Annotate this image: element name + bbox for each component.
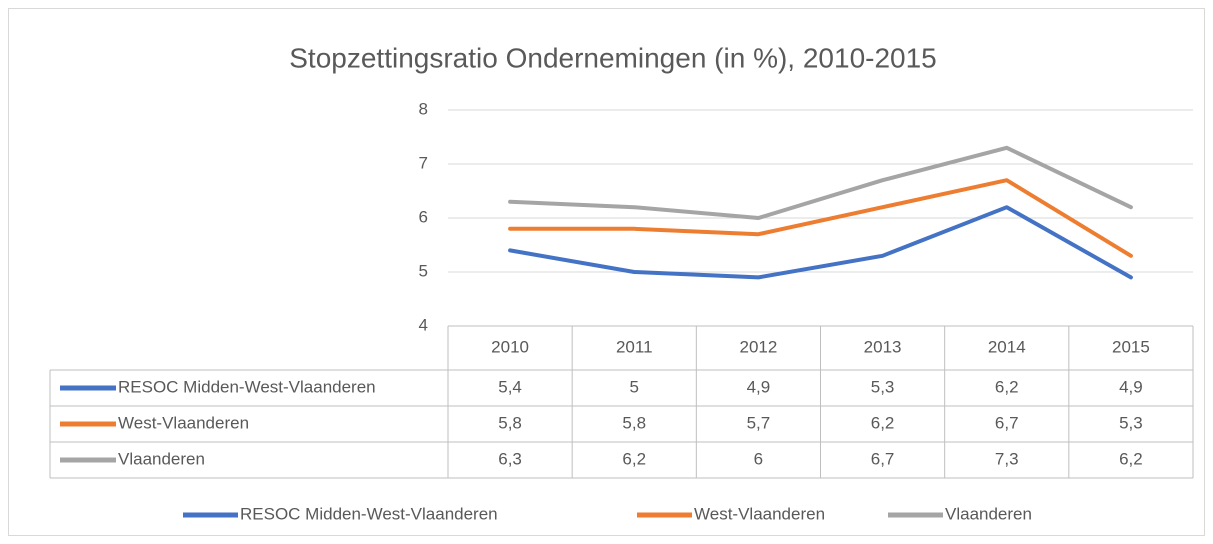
chart-title: Stopzettingsratio Ondernemingen (in %), … [289, 42, 937, 73]
y-tick-label: 6 [419, 207, 428, 226]
table-cell: 4,9 [747, 377, 771, 396]
table-cell: 6,2 [622, 449, 646, 468]
table-cell: 6,2 [995, 377, 1019, 396]
table-cell: 6,7 [871, 449, 895, 468]
table-cell: 5,4 [498, 377, 522, 396]
table-cell: 5 [630, 377, 639, 396]
table-cell: 7,3 [995, 449, 1019, 468]
table-cell: 4,9 [1119, 377, 1143, 396]
x-tick-label: 2010 [491, 337, 529, 356]
table-cell: 6,2 [871, 413, 895, 432]
table-cell: 6,7 [995, 413, 1019, 432]
x-tick-label: 2015 [1112, 337, 1150, 356]
legend-label: RESOC Midden-West-Vlaanderen [240, 504, 498, 523]
x-tick-label: 2014 [988, 337, 1026, 356]
series-line [508, 145, 1133, 220]
x-tick-label: 2011 [616, 337, 653, 356]
x-tick-label: 2012 [740, 337, 778, 356]
y-tick-label: 5 [419, 261, 428, 280]
x-tick-label: 2013 [864, 337, 902, 356]
table-cell: 5,3 [871, 377, 895, 396]
legend-label: Vlaanderen [945, 504, 1032, 523]
table-cell: 6 [754, 449, 763, 468]
table-cell: 5,8 [622, 413, 646, 432]
table-cell: 5,8 [498, 413, 522, 432]
table-cell: 6,3 [498, 449, 522, 468]
table-cell: 5,3 [1119, 413, 1143, 432]
series-line [508, 178, 1133, 258]
table-cell: 5,7 [747, 413, 771, 432]
legend-label: West-Vlaanderen [694, 504, 825, 523]
table-row-label: Vlaanderen [118, 449, 205, 468]
table-row-label: West-Vlaanderen [118, 413, 249, 432]
series-line [508, 205, 1133, 280]
table-row-label: RESOC Midden-West-Vlaanderen [118, 377, 376, 396]
y-tick-label: 4 [419, 315, 428, 334]
y-tick-label: 8 [419, 99, 428, 118]
y-tick-label: 7 [419, 153, 428, 172]
table-cell: 6,2 [1119, 449, 1143, 468]
